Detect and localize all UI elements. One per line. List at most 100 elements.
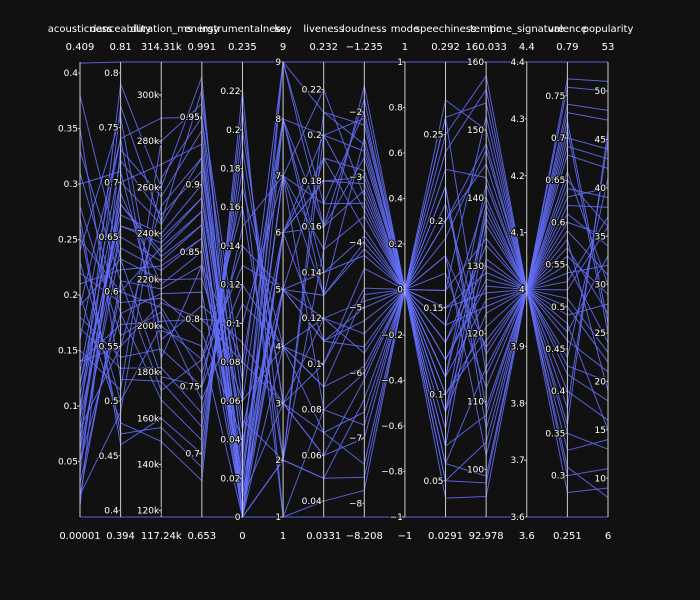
tick-label: 0.3 xyxy=(551,472,565,482)
tick-label: 140k xyxy=(137,460,160,470)
tick-label: 180k xyxy=(137,368,160,378)
tick-label: 0.2 xyxy=(226,126,240,136)
axis-mode[interactable]: −1 −0.8 −0.6 −0.4 −0.2 0 0.2 0.4 0.6 0.8 1 mode 1 −1 xyxy=(380,24,419,542)
axis-acousticness[interactable]: 0.05 0.1 0.15 0.2 0.25 0.3 0.35 0.4 acousticness… xyxy=(48,24,112,542)
tick-label: 40 xyxy=(595,184,607,194)
tick-label: 4.3 xyxy=(510,115,524,125)
tick-label: 0.18 xyxy=(302,177,322,187)
tick-label: 0.8 xyxy=(389,104,404,114)
tick-label: 0.22 xyxy=(220,87,240,97)
tick-label: 220k xyxy=(137,276,160,286)
tick-label: 120k xyxy=(137,507,160,517)
axis-duration-ms[interactable]: 120k 140k 160k 180k 200k 220k 240k 260k 280k 300k… xyxy=(130,24,192,542)
axis-range-min: 6 xyxy=(605,531,611,542)
tick-label: 15 xyxy=(595,426,606,436)
axis-danceability[interactable]: 0.4 0.45 0.5 0.55 0.6 0.65 0.7 0.75 0.8 danceabil… xyxy=(90,24,151,542)
tick-label: 0.18 xyxy=(220,164,240,174)
tick-label: 0.4 xyxy=(389,195,404,205)
data-line xyxy=(79,174,609,479)
tick-label: 0.2 xyxy=(307,131,321,141)
tick-label: 0.9 xyxy=(186,181,201,191)
axis-range-min: 0.00001 xyxy=(59,531,100,542)
tick-label: 0.35 xyxy=(545,429,565,439)
axis-instrumentalness[interactable]: 0 0.02 0.04 0.06 0.08 0.1 0.12 0.14 0.16 0.18 0.2 0… xyxy=(199,24,286,542)
axis-time-signature[interactable]: 3.6 3.7 3.8 3.9 4 4.1 4.2 4.3 4.4 time_signature 4… xyxy=(489,24,564,542)
axis-range-min: 92.978 xyxy=(469,531,504,542)
tick-label: 0.65 xyxy=(99,233,119,243)
tick-label: 0.16 xyxy=(220,203,240,213)
axis-key[interactable]: 1 2 3 4 5 6 7 8 9 key 9 1 xyxy=(274,24,292,542)
data-line xyxy=(79,61,608,64)
axis-valence[interactable]: 0.3 0.35 0.4 0.45 0.5 0.55 0.6 0.65 0.7 0.75 valen… xyxy=(544,24,587,542)
tick-label: 0.3 xyxy=(64,180,78,190)
tick-label: 25 xyxy=(595,329,606,339)
data-line xyxy=(79,179,609,498)
axis-loudness[interactable]: −8 −7 −6 −5 −4 −3 −2 loudness −1.235 −8.208 xyxy=(342,24,387,542)
axis-speechiness[interactable]: 0.05 0.1 0.15 0.2 0.25 speechiness 0.292 0.0291 xyxy=(415,24,476,542)
axis-title: time_signature xyxy=(489,24,564,35)
axis-range-max: 0.232 xyxy=(309,42,338,53)
data-line xyxy=(79,88,609,469)
axes: 0.050.10.150.20.250.30.350.4acousticness… xyxy=(48,24,634,542)
axis-title: energy xyxy=(184,24,219,35)
tick-label: 0.22 xyxy=(302,85,322,95)
tick-label: 0 xyxy=(397,286,403,296)
tick-label: 0.85 xyxy=(180,248,200,258)
data-line xyxy=(79,180,609,489)
axis-range-min: 0.653 xyxy=(188,531,217,542)
tick-label: 0.75 xyxy=(99,124,119,134)
data-line xyxy=(79,117,609,377)
data-line xyxy=(79,110,609,499)
tick-label: 0.08 xyxy=(302,406,322,416)
tick-label: 0.7 xyxy=(551,134,565,144)
axis-popularity[interactable]: 10 15 20 25 30 35 40 45 50 popularity 53 6 xyxy=(583,24,634,542)
tick-label: 1 xyxy=(275,513,281,523)
tick-label: 0.55 xyxy=(99,342,119,352)
data-line xyxy=(79,206,609,402)
axis-range-min: 0.0331 xyxy=(306,531,341,542)
axis-range-min: 1 xyxy=(280,531,286,542)
tick-label: 30 xyxy=(595,281,607,291)
tick-label: 3.8 xyxy=(510,399,525,409)
tick-label: 0.1 xyxy=(226,319,240,329)
tick-label: 50 xyxy=(595,87,607,97)
tick-label: 110 xyxy=(467,397,484,407)
tick-label: 0.15 xyxy=(58,347,78,357)
data-line xyxy=(79,237,609,494)
axis-title: popularity xyxy=(583,24,634,35)
tick-label: 4.4 xyxy=(510,58,525,68)
tick-label: 0.6 xyxy=(551,218,566,228)
axis-range-min: −1 xyxy=(398,531,413,542)
axis-range-max: 0.991 xyxy=(188,42,217,53)
axis-range-max: 0.79 xyxy=(556,42,578,53)
axis-tempo[interactable]: 100 110 120 130 140 150 160 tempo 160.033 92.978 xyxy=(465,24,506,542)
axis-range-max: 314.31k xyxy=(141,42,182,53)
tick-label: 0.7 xyxy=(186,450,200,460)
tick-label: 4.2 xyxy=(510,172,524,182)
axis-liveness[interactable]: 0.04 0.06 0.08 0.1 0.12 0.14 0.16 0.18 0.2 0.22 li… xyxy=(301,24,344,542)
data-line xyxy=(79,95,609,434)
data-line xyxy=(79,118,609,450)
tick-label: 160 xyxy=(467,58,484,68)
tick-label: 2 xyxy=(275,456,281,466)
tick-label: 100 xyxy=(467,465,484,475)
axis-title: instrumentalness xyxy=(199,24,286,35)
axis-energy[interactable]: 0.7 0.75 0.8 0.85 0.9 0.95 energy 0.991 0.653 xyxy=(179,24,220,542)
tick-label: 0.08 xyxy=(220,358,240,368)
data-lines xyxy=(79,60,609,519)
data-line xyxy=(79,61,609,459)
axis-range-min: −8.208 xyxy=(346,531,383,542)
axis-range-max: 160.033 xyxy=(465,42,506,53)
tick-label: 0.16 xyxy=(302,223,322,233)
tick-label: 35 xyxy=(595,232,606,242)
data-line xyxy=(79,174,609,362)
data-line xyxy=(79,102,609,401)
tick-label: 0.2 xyxy=(64,291,78,301)
tick-label: 45 xyxy=(595,135,606,145)
tick-label: 6 xyxy=(275,229,281,239)
axis-title: liveness xyxy=(303,24,344,35)
data-line xyxy=(79,232,609,512)
tick-label: 9 xyxy=(275,58,281,68)
tick-label: 0.2 xyxy=(389,240,403,250)
tick-label: 0.8 xyxy=(186,315,201,325)
